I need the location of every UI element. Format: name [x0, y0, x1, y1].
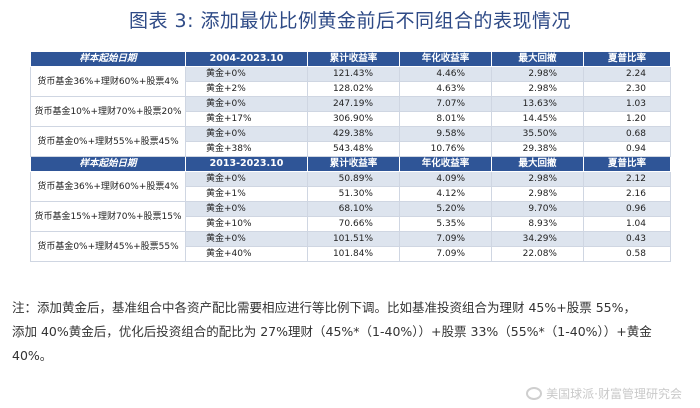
figure-title: 图表 3: 添加最优比例黄金前后不同组合的表现情况	[128, 10, 572, 32]
annual-return: 7.09%	[399, 246, 492, 262]
portfolio-label: 货币基金15%+理财70%+股票15%	[30, 201, 186, 232]
sharpe-ratio: 1.03	[583, 96, 671, 112]
table-row: 黄金+2% 128.02% 4.63% 2.98% 2.30	[31, 81, 671, 97]
table-row: 货币基金0%+理财55%+股票45% 黄金+0% 429.38% 9.58% 3…	[30, 126, 671, 157]
note-line: 添加 40%黄金后，优化后投资组合的配比为 27%理财（45%*（1-40%））…	[12, 324, 652, 339]
portfolio-performance-table: 样本起始日期 2004-2023.10 累计收益率 年化收益率 最大回撤 夏普比…	[30, 51, 671, 262]
sharpe-ratio: 2.12	[583, 171, 671, 187]
sharpe-ratio: 2.16	[583, 186, 671, 202]
header-cell: 年化收益率	[399, 156, 492, 172]
max-drawdown: 2.98%	[491, 81, 584, 97]
gold-allocation: 黄金+1%	[185, 186, 308, 202]
portfolio-label: 货币基金10%+理财70%+股票20%	[30, 96, 186, 127]
header-cell: 样本起始日期	[30, 51, 186, 67]
sharpe-ratio: 0.58	[583, 246, 671, 262]
sharpe-ratio: 0.68	[583, 126, 671, 142]
note-line: 注：添加黄金后，基准组合中各资产配比需要相应进行等比例下调。比如基准投资组合为理…	[12, 300, 636, 315]
max-drawdown: 35.50%	[491, 126, 584, 142]
table-row: 货币基金15%+理财70%+股票15% 黄金+0% 68.10% 5.20% 9…	[30, 201, 671, 232]
cumulative-return: 306.90%	[307, 111, 400, 127]
table-row: 黄金+10% 70.66% 5.35% 8.93% 1.04	[31, 216, 671, 232]
header-cell: 累计收益率	[307, 51, 400, 67]
cumulative-return: 68.10%	[307, 201, 400, 217]
watermark-text: 美国球派·财富管理研究会	[546, 387, 682, 401]
sharpe-ratio: 0.43	[583, 231, 671, 247]
table-row: 货币基金36%+理财60%+股票4% 黄金+0% 50.89% 4.09% 2.…	[30, 171, 671, 202]
header-cell: 2013-2023.10	[185, 156, 308, 172]
sharpe-ratio: 2.24	[583, 66, 671, 82]
table-row: 货币基金36%+理财60%+股票4% 黄金+0% 121.43% 4.46% 2…	[30, 66, 671, 97]
sharpe-ratio: 1.20	[583, 111, 671, 127]
cumulative-return: 101.84%	[307, 246, 400, 262]
header-cell: 样本起始日期	[30, 156, 186, 172]
cumulative-return: 543.48%	[307, 141, 400, 157]
cumulative-return: 429.38%	[307, 126, 400, 142]
annual-return: 7.07%	[399, 96, 492, 112]
gold-allocation: 黄金+0%	[185, 96, 308, 112]
cumulative-return: 128.02%	[307, 81, 400, 97]
annual-return: 8.01%	[399, 111, 492, 127]
max-drawdown: 14.45%	[491, 111, 584, 127]
gold-allocation: 黄金+2%	[185, 81, 308, 97]
cumulative-return: 101.51%	[307, 231, 400, 247]
sharpe-ratio: 0.94	[583, 141, 671, 157]
table-row: 黄金+40% 101.84% 7.09% 22.08% 0.58	[31, 246, 671, 262]
annual-return: 4.46%	[399, 66, 492, 82]
portfolio-label: 货币基金0%+理财45%+股票55%	[30, 231, 186, 262]
portfolio-label: 货币基金0%+理财55%+股票45%	[30, 126, 186, 157]
header-cell: 夏普比率	[583, 51, 671, 67]
table-header-row: 样本起始日期 2013-2023.10 累计收益率 年化收益率 最大回撤 夏普比…	[30, 156, 671, 172]
note-line: 40%。	[12, 348, 53, 363]
portfolio-label: 货币基金36%+理财60%+股票4%	[30, 66, 186, 97]
gold-allocation: 黄金+0%	[185, 126, 308, 142]
max-drawdown: 2.98%	[491, 171, 584, 187]
weibo-icon	[526, 387, 543, 400]
header-cell: 累计收益率	[307, 156, 400, 172]
annual-return: 4.09%	[399, 171, 492, 187]
max-drawdown: 13.63%	[491, 96, 584, 112]
gold-allocation: 黄金+0%	[185, 201, 308, 217]
cumulative-return: 70.66%	[307, 216, 400, 232]
cumulative-return: 51.30%	[307, 186, 400, 202]
annual-return: 10.76%	[399, 141, 492, 157]
annual-return: 9.58%	[399, 126, 492, 142]
table-row: 黄金+1% 51.30% 4.12% 2.98% 2.16	[31, 186, 671, 202]
portfolio-label: 货币基金36%+理财60%+股票4%	[30, 171, 186, 202]
sharpe-ratio: 1.04	[583, 216, 671, 232]
annual-return: 5.35%	[399, 216, 492, 232]
cumulative-return: 121.43%	[307, 66, 400, 82]
sharpe-ratio: 0.96	[583, 201, 671, 217]
max-drawdown: 2.98%	[491, 66, 584, 82]
table-notes: 注：添加黄金后，基准组合中各资产配比需要相应进行等比例下调。比如基准投资组合为理…	[12, 296, 692, 368]
annual-return: 7.09%	[399, 231, 492, 247]
annual-return: 5.20%	[399, 201, 492, 217]
header-cell: 夏普比率	[583, 156, 671, 172]
max-drawdown: 2.98%	[491, 186, 584, 202]
gold-allocation: 黄金+0%	[185, 66, 308, 82]
max-drawdown: 22.08%	[491, 246, 584, 262]
table-row: 货币基金0%+理财45%+股票55% 黄金+0% 101.51% 7.09% 3…	[30, 231, 671, 262]
max-drawdown: 9.70%	[491, 201, 584, 217]
gold-allocation: 黄金+10%	[185, 216, 308, 232]
annual-return: 4.63%	[399, 81, 492, 97]
annual-return: 4.12%	[399, 186, 492, 202]
table-header-row: 样本起始日期 2004-2023.10 累计收益率 年化收益率 最大回撤 夏普比…	[30, 51, 671, 67]
gold-allocation: 黄金+40%	[185, 246, 308, 262]
sharpe-ratio: 2.30	[583, 81, 671, 97]
header-cell: 最大回撤	[491, 156, 584, 172]
gold-allocation: 黄金+0%	[185, 171, 308, 187]
header-cell: 年化收益率	[399, 51, 492, 67]
watermark: 美国球派·财富管理研究会	[526, 385, 682, 402]
header-cell: 2004-2023.10	[185, 51, 308, 67]
gold-allocation: 黄金+17%	[185, 111, 308, 127]
cumulative-return: 50.89%	[307, 171, 400, 187]
gold-allocation: 黄金+0%	[185, 231, 308, 247]
max-drawdown: 34.29%	[491, 231, 584, 247]
cumulative-return: 247.19%	[307, 96, 400, 112]
gold-allocation: 黄金+38%	[185, 141, 308, 157]
table-row: 货币基金10%+理财70%+股票20% 黄金+0% 247.19% 7.07% …	[30, 96, 671, 127]
max-drawdown: 8.93%	[491, 216, 584, 232]
max-drawdown: 29.38%	[491, 141, 584, 157]
header-cell: 最大回撤	[491, 51, 584, 67]
